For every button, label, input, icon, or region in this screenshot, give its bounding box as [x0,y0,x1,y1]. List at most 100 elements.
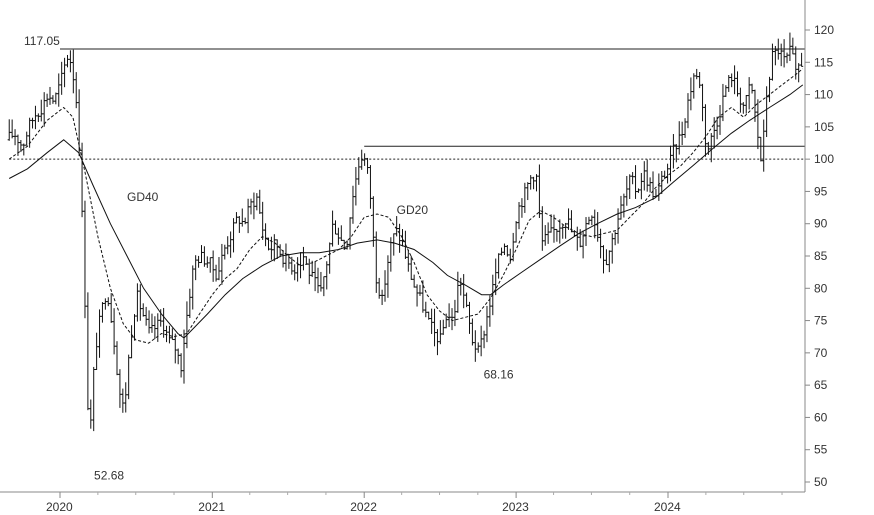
price-bar [400,229,405,247]
price-bar [217,257,221,281]
price-bar [631,172,635,185]
price-bar [520,198,524,218]
price-bar [322,276,326,297]
price-bar [100,302,105,323]
price-bar [677,121,681,155]
price-bar [427,311,431,320]
price-bar [141,303,145,317]
price-bar [377,277,381,299]
price-bar [316,267,320,294]
annotation-label: 68.16 [484,368,514,382]
price-bar [371,196,375,247]
price-bar [249,198,253,215]
price-bar [703,104,708,157]
price-bar [744,95,748,114]
price-bar [196,255,201,268]
y-tick-label: 105 [814,120,834,134]
price-bar [625,175,629,206]
price-bar [639,172,643,200]
price-bar [339,225,343,241]
price-bar [759,136,763,162]
price-bar [762,119,766,172]
price-bar [453,299,457,327]
price-bar [240,208,244,227]
price-bar [767,76,772,103]
price-bar [628,174,632,200]
price-bar [92,366,96,432]
price-bar [421,280,425,313]
price-bar [456,271,460,313]
price-bar [418,284,422,296]
price-bar [220,243,224,285]
y-tick-label: 120 [814,23,834,37]
annotations: 117.05 52.68 68.16 GD40 GD20 [24,34,514,483]
price-bar [459,277,463,296]
price-bar [229,231,233,258]
price-bar [71,49,75,94]
price-bar [304,256,308,265]
price-bar [368,165,373,209]
x-tick-label: 2021 [198,500,225,514]
price-bar [485,305,489,343]
price-bar [205,256,209,268]
price-bar [499,247,504,256]
price-bar [211,250,215,282]
x-axis: 2020 2021 2022 2023 2024 [46,492,783,514]
price-bar [106,297,110,307]
y-tick-label: 85 [814,249,828,263]
price-bar [727,75,731,92]
price-bar [296,257,300,282]
price-bar [319,271,323,292]
price-bar [450,308,454,331]
price-bar [738,87,743,113]
y-tick-label: 60 [814,410,828,424]
price-bar [86,292,90,411]
price-bar [464,292,469,308]
price-bar [199,245,204,264]
price-bar [112,308,116,355]
price-bar [529,175,533,190]
price-bar [313,261,317,292]
price-bar [173,333,177,364]
price-bar [42,92,46,127]
price-bar [129,325,134,359]
price-bar [191,265,195,310]
annotation-label: GD20 [397,203,429,217]
price-bar [566,208,571,230]
price-bar [686,93,690,129]
price-bar [756,99,760,150]
price-bar [651,171,655,201]
price-bar [645,159,649,192]
price-bar [785,52,789,64]
price-bar [272,234,276,262]
price-bar [604,249,609,266]
price-bar [642,161,646,191]
price-bar [275,239,279,259]
price-bar [622,193,626,218]
price-bar [668,145,673,182]
price-bar [695,68,699,80]
price-bar [692,73,696,99]
price-bar [226,236,230,255]
price-bar [7,119,11,141]
y-tick-label: 70 [814,346,828,360]
price-bar [700,83,705,122]
price-bar [54,92,58,105]
price-bar [607,250,611,273]
price-bar [671,134,676,169]
price-bar [511,232,515,262]
price-bar [782,39,786,68]
price-bar [633,165,638,199]
price-bar [170,328,174,341]
price-bar [709,133,713,163]
price-bar [185,301,189,349]
price-bar [482,330,486,349]
price-bar [689,77,693,111]
price-bar [447,303,451,327]
price-bar [208,257,212,273]
price-bar [167,325,172,344]
price-bar [558,219,562,244]
price-bar [797,63,801,83]
price-bar [132,314,137,341]
